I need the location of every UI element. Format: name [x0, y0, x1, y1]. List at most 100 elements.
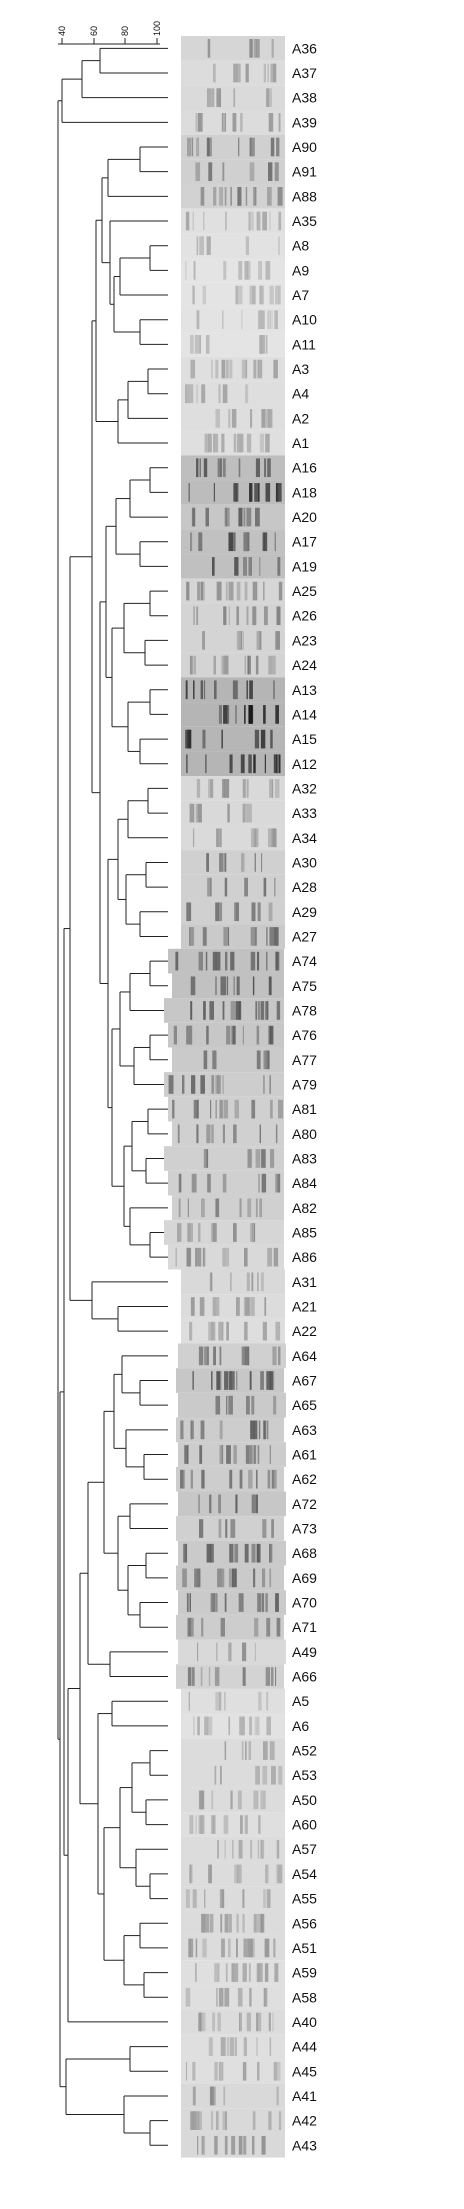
- gel-band: [210, 1099, 212, 1119]
- gel-band: [222, 1173, 227, 1193]
- gel-band: [187, 1223, 191, 1242]
- gel-band: [266, 1617, 271, 1637]
- gel-band: [190, 1297, 195, 1316]
- gel-band: [236, 1913, 239, 1933]
- gel-lane: [168, 1244, 284, 1270]
- gel-band: [270, 137, 275, 157]
- gel-band: [180, 1469, 184, 1489]
- gel-band: [269, 310, 272, 330]
- gel-band: [217, 1075, 221, 1094]
- gel-band: [196, 1099, 199, 1119]
- gel-band: [200, 1815, 205, 1834]
- gel-band: [238, 1839, 243, 1859]
- gel-band: [233, 63, 238, 83]
- isolate-label: A1: [292, 435, 309, 451]
- gel-band: [267, 1469, 271, 1489]
- gel-band: [207, 1716, 213, 1736]
- gel-lane: [181, 554, 285, 579]
- gel-band: [220, 1913, 223, 1933]
- gel-band: [238, 1593, 244, 1612]
- gel-band: [247, 532, 250, 552]
- isolate-label: A28: [292, 879, 317, 895]
- isolate-label: A53: [292, 1767, 317, 1783]
- gel-band: [210, 1593, 216, 1612]
- gel-band: [234, 1864, 238, 1884]
- gel-band: [269, 1025, 274, 1045]
- gel-band: [253, 187, 256, 206]
- gel-band: [212, 2012, 215, 2032]
- gel-band: [189, 1864, 192, 1884]
- gel-band: [219, 1346, 222, 1366]
- gel-lane: [181, 751, 285, 777]
- gel-band: [273, 359, 278, 379]
- gel-band: [264, 1938, 270, 1958]
- gel-band: [206, 433, 209, 453]
- gel-band: [196, 458, 199, 478]
- gel-band: [213, 1815, 216, 1834]
- gel-band: [191, 507, 195, 527]
- gel-band: [263, 581, 265, 601]
- gel-band: [270, 1149, 275, 1168]
- gel-band: [224, 1741, 227, 1760]
- gel-band: [241, 310, 243, 330]
- gel-lane: [181, 455, 285, 481]
- gel-band: [228, 1568, 233, 1588]
- gel-band: [236, 606, 239, 626]
- gel-band: [209, 1864, 212, 1884]
- gel-band: [257, 2061, 260, 2081]
- gel-band: [197, 310, 200, 330]
- gel-band: [269, 1371, 273, 1390]
- gel-band: [266, 1420, 269, 1440]
- gel-lane: [176, 1466, 284, 1492]
- gel-band: [236, 1297, 240, 1316]
- gel-band: [264, 1297, 267, 1316]
- gel-lane: [181, 1984, 285, 2010]
- gel-lane: [181, 1960, 285, 1985]
- gel-lane: [181, 356, 285, 382]
- gel-band: [223, 655, 225, 675]
- gel-band: [246, 1395, 250, 1415]
- gel-band: [243, 2135, 247, 2155]
- gel-lane: [176, 1565, 284, 1591]
- gel-lane: [176, 1368, 284, 1393]
- gel-lane-background: [164, 1146, 284, 1171]
- gel-band: [175, 1247, 177, 1267]
- gel-band: [185, 261, 187, 280]
- gel-band: [222, 779, 226, 798]
- gel-band: [243, 1297, 246, 1316]
- gel-band: [226, 976, 229, 996]
- gel-band: [187, 1617, 192, 1637]
- gel-band: [211, 359, 213, 379]
- gel-band: [210, 779, 214, 798]
- gel-band: [261, 310, 265, 330]
- gel-band: [238, 2135, 243, 2155]
- isolate-label: A61: [292, 1447, 317, 1463]
- gel-band: [257, 359, 263, 379]
- gel-band: [268, 976, 272, 996]
- gel-band: [200, 1667, 203, 1686]
- gel-band: [260, 285, 264, 305]
- gel-lane-background: [181, 60, 285, 86]
- gel-band: [261, 1149, 266, 1168]
- gel-band: [206, 1124, 211, 1144]
- gel-lane: [181, 1861, 285, 1887]
- gel-band: [189, 1223, 191, 1242]
- gel-band: [228, 606, 230, 626]
- gel-band: [244, 1543, 249, 1563]
- gel-band: [276, 1864, 280, 1884]
- gel-band: [255, 1765, 260, 1785]
- gel-band: [225, 211, 227, 231]
- gel-band: [208, 1864, 210, 1884]
- gel-lane-background: [181, 924, 285, 949]
- gel-band: [275, 631, 280, 650]
- gel-band: [278, 1099, 283, 1119]
- gel-band: [208, 1667, 211, 1686]
- gel-lane: [181, 1318, 285, 1344]
- gel-band: [266, 1716, 271, 1736]
- gel-band: [222, 310, 224, 330]
- gel-band: [211, 1371, 213, 1390]
- gel-band: [195, 1963, 197, 1982]
- gel-band: [190, 2111, 195, 2130]
- gel-band: [191, 359, 196, 379]
- isolate-label: A69: [292, 1570, 317, 1586]
